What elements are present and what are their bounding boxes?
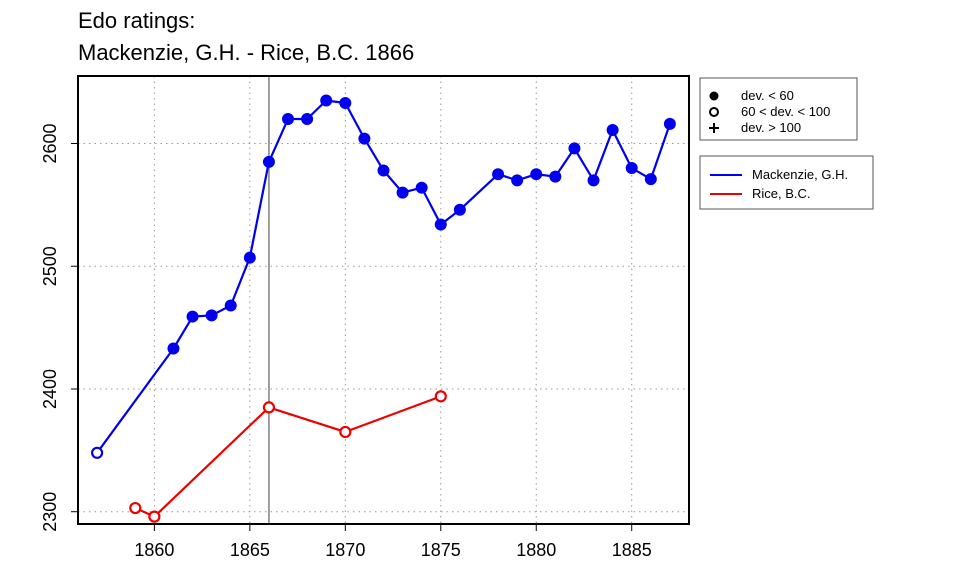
- data-point: [148, 510, 161, 523]
- data-point: [377, 164, 390, 177]
- data-point: [339, 97, 352, 110]
- data-point: [644, 173, 657, 186]
- data-point: [167, 342, 180, 355]
- data-point: [339, 425, 352, 439]
- data-point: [434, 218, 447, 231]
- legend-marker-open: [709, 107, 719, 117]
- y-tick-label: 2400: [40, 369, 60, 409]
- data-point: [262, 401, 276, 414]
- legend-markers-box: [699, 77, 858, 141]
- data-point: [301, 112, 314, 125]
- legend-series-label: Rice, B.C.: [752, 186, 811, 201]
- legend-marker-label: 60 < dev. < 100: [741, 104, 830, 119]
- data-point: [129, 501, 142, 515]
- data-point: [568, 142, 581, 155]
- x-tick-label: 1875: [421, 540, 461, 560]
- legend-marker-label: dev. < 60: [741, 88, 794, 103]
- data-point: [243, 251, 256, 264]
- data-point: [453, 203, 466, 216]
- y-tick-label: 2300: [40, 492, 60, 532]
- data-point: [224, 299, 237, 312]
- x-tick-label: 1870: [325, 540, 365, 560]
- data-point: [205, 309, 218, 322]
- data-point: [262, 155, 275, 168]
- plot-frame: [77, 75, 690, 525]
- x-tick-label: 1885: [612, 540, 652, 560]
- data-point: [492, 168, 505, 181]
- series-line: [134, 395, 442, 518]
- data-point: [186, 310, 199, 323]
- data-point: [415, 181, 428, 194]
- y-tick-label: 2600: [40, 123, 60, 163]
- legend-series-box: [699, 155, 874, 210]
- series-line: [96, 99, 671, 454]
- data-point: [320, 94, 333, 107]
- data-point: [549, 170, 562, 183]
- data-point: [434, 390, 447, 403]
- legend-marker-filled: [709, 91, 719, 101]
- data-point: [511, 174, 524, 187]
- data-point: [396, 186, 409, 199]
- data-point: [530, 168, 543, 181]
- data-point: [625, 162, 638, 175]
- x-tick-label: 1865: [230, 540, 270, 560]
- x-tick-label: 1880: [516, 540, 556, 560]
- data-point: [358, 132, 371, 145]
- chart-title-line-1: Edo ratings:: [78, 8, 196, 33]
- legend-series-label: Mackenzie, G.H.: [752, 167, 848, 182]
- legend-marker-label: dev. > 100: [741, 120, 801, 135]
- chart-title-line-2: Mackenzie, G.H. - Rice, B.C. 1866: [78, 40, 415, 65]
- data-point: [90, 446, 104, 459]
- data-point: [282, 112, 295, 125]
- y-tick-label: 2500: [40, 246, 60, 286]
- data-point: [663, 117, 676, 130]
- data-point: [587, 174, 600, 187]
- data-point: [606, 124, 619, 137]
- x-tick-label: 1860: [134, 540, 174, 560]
